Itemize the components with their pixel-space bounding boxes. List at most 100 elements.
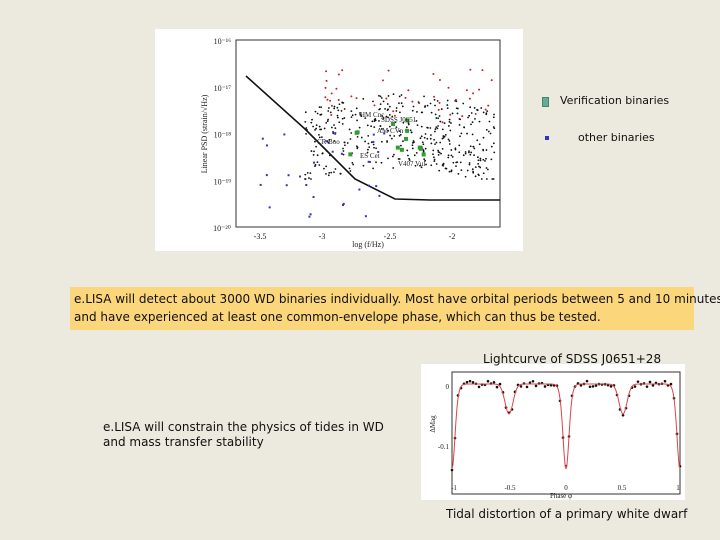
scatter-dot [415,151,418,154]
scatter-dot [348,167,351,170]
scatter-dot [438,169,441,172]
scatter-dot [392,167,395,169]
scatter-dot [309,213,312,216]
scatter-dot [417,145,422,150]
scatter-dot [485,149,488,151]
scatter-dot [316,112,319,115]
scatter-dot [392,93,395,96]
scatter-dot [367,184,370,187]
scatter-dot [438,79,441,82]
scatter-dot [387,95,390,97]
scatter-dot [342,153,345,156]
scatter-dot [472,170,474,173]
scatter-dot [343,117,346,119]
scatter-dot [385,97,388,100]
lightcurve-dot [621,413,625,417]
scatter-dot [411,144,414,147]
scatter-dot [399,111,401,114]
scatter-dot [466,169,469,172]
scatter-dot [320,113,323,116]
y-axis-label: ΔMag [429,415,437,433]
scatter-dot [423,136,426,139]
scatter-dot [447,125,450,127]
scatter-dot [318,164,321,166]
scatter-dot [386,140,388,142]
scatter-dot [484,108,487,111]
scatter-dot [382,117,385,120]
scatter-dot [309,172,312,175]
lightcurve-dot [579,384,583,387]
scatter-dot [468,163,471,166]
scatter-dot [336,114,339,117]
scatter-dot [437,153,440,156]
scatter-dot [405,126,408,129]
scatter-dot [414,164,417,167]
scatter-dot [338,121,341,124]
scatter-dot [482,136,485,139]
scatter-dot [444,167,447,170]
scatter-dot [487,104,490,107]
scatter-dot [470,123,472,126]
y-axis-label: Linear PSD (strain/√Hz) [200,94,209,173]
scatter-dot [477,162,480,165]
scatter-dot [429,134,432,136]
scatter-dot [446,104,449,106]
scatter-dot [482,172,485,175]
scatter-dot [328,154,331,157]
scatter-dot [486,168,489,171]
scatter-dot [413,154,416,157]
scatter-dot [447,86,450,89]
scatter-dot [456,107,459,110]
scatter-dot [458,124,461,126]
scatter-dot [478,88,481,91]
scatter-dot [476,108,478,111]
lightcurve-dot [465,380,469,384]
scatter-dot [372,133,375,136]
lightcurve-dot [486,379,490,383]
scatter-dot [493,113,495,116]
scatter-dot [452,161,455,164]
scatter-dot [310,121,313,124]
scatter-dot [330,126,333,129]
scatter-dot [326,98,329,101]
scatter-dot [438,101,441,104]
scatter-dot [470,112,473,114]
scatter-dot [482,149,485,152]
scatter-dot [404,136,409,141]
scatter-dot [440,152,442,155]
scatter-dot [456,161,459,163]
scatter-dot [437,125,439,127]
scatter-dot [486,110,489,112]
scatter-dot [474,166,477,169]
scatter-dot [474,175,477,178]
scatter-dot [400,144,402,147]
scatter-dot [457,173,460,175]
scatter-dot [380,128,383,130]
scatter-dot [350,110,353,113]
lightcurve-dot [450,468,454,472]
scatter-dot [354,113,357,116]
lightcurve-dot [471,381,475,384]
scatter-dot [478,143,481,146]
y-tick-label: 10⁻²⁰ [213,224,231,233]
scatter-dot [476,139,479,142]
scatter-dot [316,161,319,164]
scatter-dot [378,194,381,197]
scatter-dot [391,121,396,126]
source-label: SDSS J0651 [381,116,417,124]
lightcurve-dot [531,379,535,383]
scatter-dot [473,154,475,157]
scatter-dot [456,112,459,115]
scatter-dot [339,172,342,175]
lightcurve-dot [588,385,592,389]
scatter-dot [369,161,372,163]
y-tick-label: 10⁻¹⁸ [214,131,232,140]
scatter-dot [378,120,380,122]
x-tick-label: -1 [451,484,457,492]
scatter-dot [344,144,346,147]
scatter-dot [408,159,411,162]
scatter-dot [358,188,361,191]
scatter-dot [349,138,352,140]
scatter-dot [434,143,436,146]
